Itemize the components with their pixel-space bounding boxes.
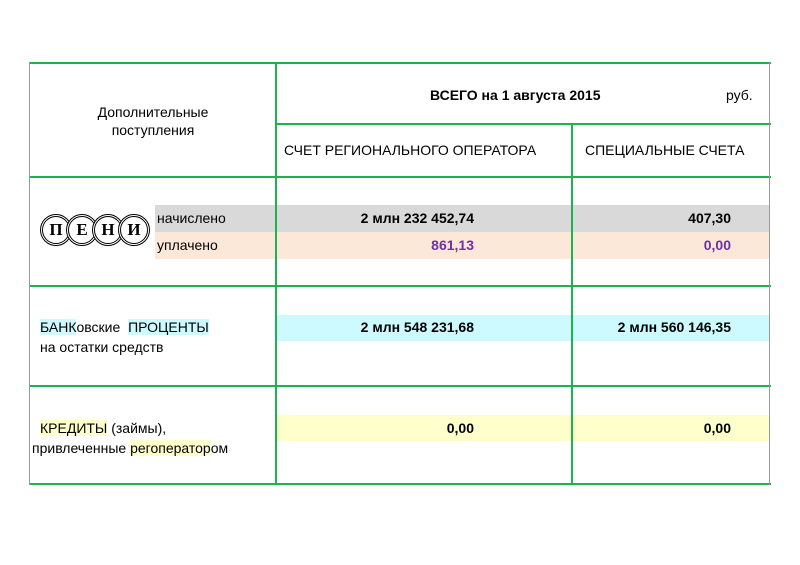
credit-label-part: регоператор — [130, 440, 211, 456]
credit-col1: 0,00 — [446, 420, 474, 436]
total-title: ВСЕГО на 1 августа 2015 — [430, 87, 601, 103]
paid-col1: 861,13 — [431, 237, 474, 253]
peni-logo-letter: И — [118, 214, 150, 246]
accrued-band — [155, 205, 770, 232]
bank-band — [277, 315, 770, 341]
credit-label-part: (займы), — [107, 420, 167, 436]
credit-label-line2: привлеченные регоператором — [32, 440, 228, 456]
grid-line — [769, 62, 770, 485]
credit-col2: 0,00 — [703, 420, 731, 436]
grid-line — [29, 62, 30, 485]
paid-label: уплачено — [157, 237, 218, 253]
grid-line — [571, 123, 573, 485]
accrued-col1: 2 млн 232 452,74 — [360, 210, 474, 226]
credit-label-part: привлеченные — [32, 440, 131, 456]
grid-line — [30, 285, 771, 287]
credit-band — [277, 415, 770, 441]
bank-col2: 2 млн 560 146,35 — [617, 319, 731, 335]
bank-label-part: овские — [76, 319, 121, 335]
credit-label-part: ом — [210, 440, 229, 456]
credit-label-part: КРЕДИТЫ — [40, 420, 108, 436]
grid-line — [30, 483, 771, 485]
paid-col2: 0,00 — [703, 237, 731, 253]
bank-label-part: БАНК — [40, 319, 77, 335]
grid-line — [30, 176, 771, 178]
bank-label-line2: на остатки средств — [40, 339, 164, 355]
accrued-label: начислено — [157, 210, 226, 226]
col2-header: СПЕЦИАЛЬНЫЕ СЧЕТА — [585, 142, 745, 158]
col1-header: СЧЕТ РЕГИОНАЛЬНОГО ОПЕРАТОРА — [284, 142, 537, 158]
grid-line — [276, 123, 771, 125]
grid-line — [275, 62, 277, 485]
accrued-col2: 407,30 — [688, 210, 731, 226]
paid-band — [155, 232, 770, 259]
bank-col1: 2 млн 548 231,68 — [360, 319, 474, 335]
bank-label-part: ПРОЦЕНТЫ — [128, 319, 209, 335]
bank-label: БАНКовские ПРОЦЕНТЫ — [40, 319, 209, 335]
left-header: Дополнительные поступления — [97, 104, 209, 138]
credit-label: КРЕДИТЫ (займы), — [40, 420, 166, 436]
grid-line — [30, 62, 771, 64]
grid-line — [30, 385, 771, 387]
currency: руб. — [726, 87, 753, 103]
